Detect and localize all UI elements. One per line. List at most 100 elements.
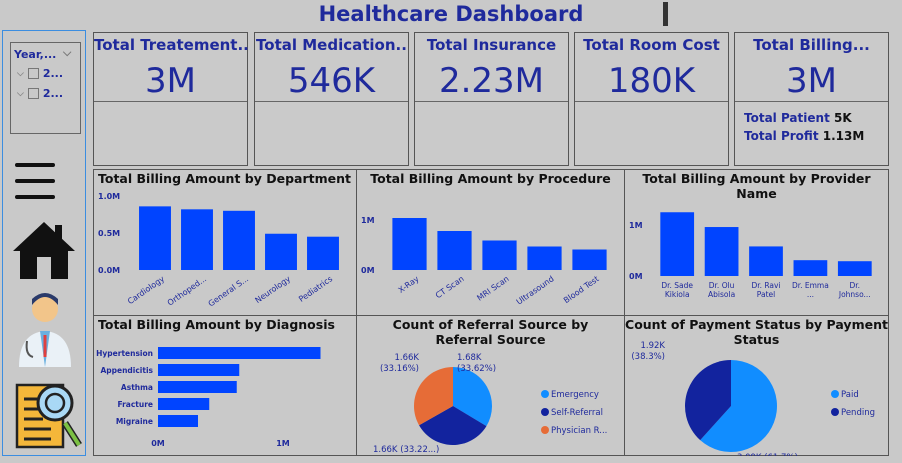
bar [437,231,472,270]
y-tick-label: 0.5M [98,229,120,238]
hamburger-menu-icon[interactable] [15,161,57,201]
home-icon[interactable] [11,219,77,281]
bar [572,249,607,270]
diagnosis-bar-chart: Hypertension Appendicitis Asthma Fracture Mi… [96,347,321,448]
pie-slice [414,367,453,426]
x-tick-label: X-Ray [397,274,421,295]
x-tick-label: Dr. Emma [792,281,829,290]
x-tick-label: Kikiola [665,290,690,299]
bar [660,212,695,276]
procedure-chart: Total Billing Amount by Procedure 0M 1M X-R… [356,169,625,316]
year-slicer[interactable]: Year,... ⌵ ⌵ 2... ⌵ 2... [10,42,81,134]
x-tick-label: Patel [757,290,775,299]
kpi-title: Total Treatement.. [94,36,249,54]
pie-slice [453,367,492,427]
legend-marker [541,390,549,398]
y-tick-label: Fracture [117,400,153,409]
checkbox[interactable] [27,88,39,99]
legend-label: Paid [841,390,859,400]
x-tick-label: Cardiology [126,274,166,306]
slicer-item-label: 2... [42,87,64,100]
slicer-item[interactable]: ⌵ 2... [17,67,63,80]
diagnosis-chart: Total Billing Amount by Diagnosis Hyperte… [93,315,357,456]
pie-slice [419,406,487,445]
kpi-extra-label: Total Patient [744,111,830,125]
doctor-icon[interactable] [13,289,77,369]
data-label: 1.92K [641,341,666,351]
referral-chart: Count of Referral Source by Referral Sou… [356,315,625,456]
legend-marker [541,426,549,434]
document-search-icon[interactable] [13,375,83,453]
sidebar: Year,... ⌵ ⌵ 2... ⌵ 2... [2,30,86,456]
kpi-card: Total Room Cost 180K [574,32,729,166]
referral-pie-chart: 1.68K(33.62%) Emergency 1.66K (33.22...) Se… [373,353,607,455]
y-tick-label: 0.0M [98,266,120,275]
x-tick-label: Abisola [708,290,735,299]
slicer-title: Year,... [14,48,57,61]
kpi-value: 2.23M [438,61,545,101]
data-label: (33.16%) [380,364,419,374]
divider [663,2,668,26]
y-tick-label: 1M [361,216,375,225]
divider [415,101,568,102]
x-tick-label: Dr. Olu [709,281,735,290]
y-tick-label: 1M [629,221,643,230]
y-tick-label: Appendicitis [100,366,153,375]
slicer-item-label: 2... [42,67,64,80]
x-tick-label: Pediatrics [297,274,334,304]
bar [158,381,237,393]
y-tick-label: 1.0M [98,192,120,201]
payment-chart: Count of Payment Status by Payment Statu… [624,315,889,456]
chevron-icon[interactable]: ⌵ [17,68,24,79]
bar [793,260,828,276]
chevron-icon[interactable]: ⌵ [17,88,24,99]
legend-marker [541,408,549,416]
kpi-title: Total Medication.. [256,36,407,54]
x-tick-label: Dr. Sade [661,281,693,290]
kpi-card: Total Treatement.. 3M [93,32,249,166]
kpi-extra-label: Total Profit [744,129,819,143]
bar [392,218,427,270]
kpi-value: 3M [786,61,837,101]
bar [158,364,240,376]
chart-title: Total Billing Amount by Provider Name [642,171,871,201]
x-tick-label: 0M [151,439,165,448]
bar [158,415,198,427]
kpi-value: 3M [145,61,196,101]
legend-marker [831,390,839,398]
bar [139,206,171,270]
kpi-extra: Total Profit 1.13M [744,129,864,143]
y-tick-label: Hypertension [96,349,153,358]
x-tick-label: 1M [276,439,290,448]
divider [255,101,408,102]
kpi-title: Total Insurance [426,36,557,54]
chevron-down-icon[interactable]: ⌵ [63,46,72,59]
kpi-extra-value: 1.13M [822,129,865,143]
divider [575,101,728,102]
pie-slice [700,360,777,452]
chart-title: Total Billing Amount by Procedure [370,171,611,186]
bar [837,261,872,276]
checkbox[interactable] [27,68,39,79]
y-tick-label: 0M [629,272,643,281]
bar [181,209,213,270]
data-label: 1.66K [395,353,420,363]
legend-label: Pending [841,408,875,418]
x-tick-label: Dr. Ravi [751,281,780,290]
bar [307,236,339,270]
kpi-extra: Total Patient 5K [744,111,852,125]
bar [527,246,562,270]
kpi-card: Total Insurance 2.23M [414,32,569,166]
slicer-item[interactable]: ⌵ 2... [17,87,63,100]
bar [158,398,210,410]
chart-title: Total Billing Amount by Department [98,171,351,186]
x-tick-label: General S... [207,274,250,308]
page-title: Healthcare Dashboard [318,2,584,26]
legend-label: Physician R... [551,426,607,436]
procedure-bar-chart: 0M 1M X-Ray CT Scan MRI Scan Ultrasound Blood … [361,216,607,307]
legend-label: Emergency [551,390,599,400]
data-label: 1.66K (33.22...) [373,445,439,455]
provider-chart: Total Billing Amount by Provider Name 0M 1… [624,169,889,316]
x-tick-label: Blood Test [562,274,601,305]
